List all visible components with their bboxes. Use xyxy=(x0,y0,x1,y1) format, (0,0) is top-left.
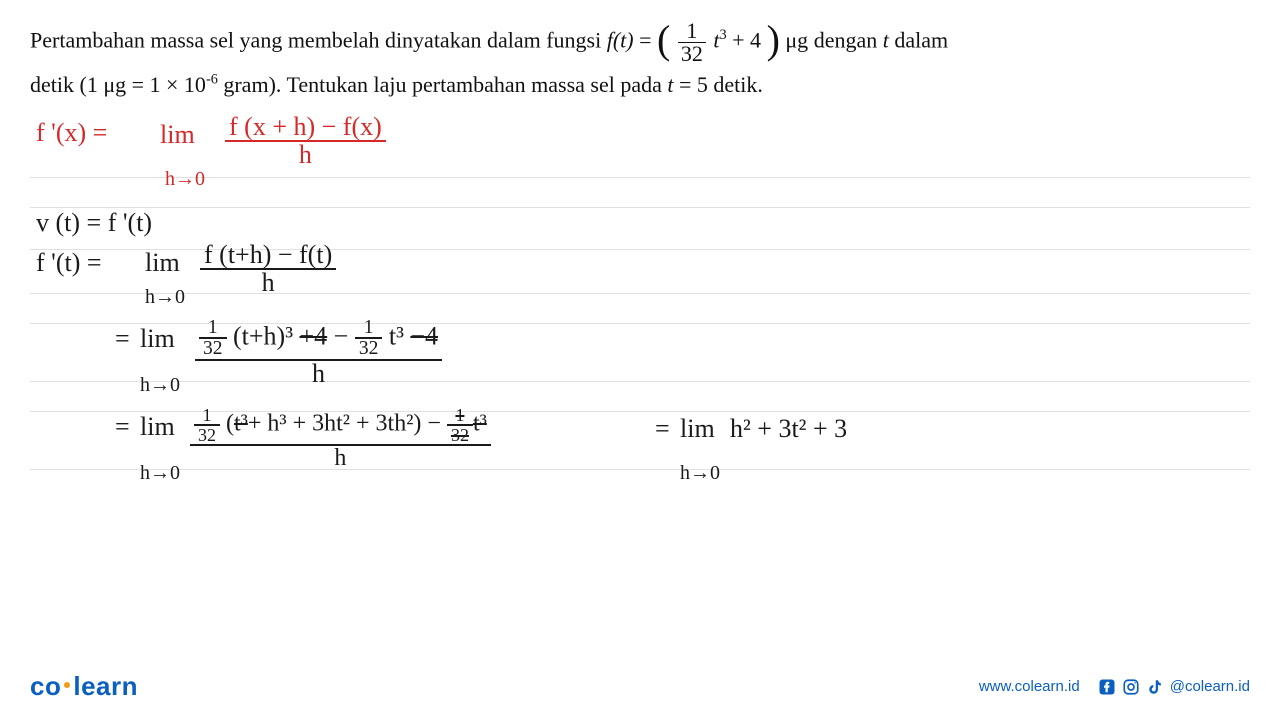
problem-text-1: Pertambahan massa sel yang membelah diny… xyxy=(30,28,607,53)
deriv-def-lhs: f '(x) = xyxy=(36,118,107,148)
exp-3: 3 xyxy=(719,27,726,43)
text-dalam: dalam xyxy=(894,28,948,53)
worksheet-row-5: = lim 132 (t³+ h³ + 3ht² + 3th²) − 132t³… xyxy=(30,412,1250,470)
footer: colearn www.colearn.id @colearn.id xyxy=(30,671,1250,702)
paren-open: ( xyxy=(657,17,670,62)
expand-frac-4: 132 (t+h)³ +4 − 132 t³ −4 h xyxy=(195,318,442,387)
eq-5: = xyxy=(115,412,130,442)
equals: = xyxy=(639,28,657,53)
unit-ug: μg xyxy=(785,28,808,53)
fprime-t-lhs: f '(t) = xyxy=(36,248,102,278)
instagram-icon xyxy=(1122,678,1140,696)
footer-url: www.colearn.id xyxy=(979,678,1080,695)
eq-4: = xyxy=(115,324,130,354)
worksheet-row-5b: h→0 h→0 xyxy=(30,470,1250,500)
coef4-den: 32 xyxy=(447,426,473,444)
worksheet-row-1b: h→0 xyxy=(30,178,1250,208)
deriv-def-num: f (x + h) − f(x) xyxy=(225,114,386,142)
worksheet-row-4: = lim 132 (t+h)³ +4 − 132 t³ −4 h xyxy=(30,324,1250,382)
frac-num: 1 xyxy=(678,20,706,43)
expansion-terms: + h³ + 3ht² + 3th²) − xyxy=(248,410,447,436)
minus: − xyxy=(334,321,355,350)
lim-sub-1: h→0 xyxy=(165,168,205,191)
coef3-den: 32 xyxy=(194,426,220,444)
lim-text-1: lim xyxy=(160,122,195,148)
social-icons: @colearn.id xyxy=(1098,678,1250,696)
text-dengan: dengan xyxy=(814,28,883,53)
deriv-def-den: h xyxy=(225,142,386,168)
fprime-t-den: h xyxy=(200,270,336,296)
fraction-coef: 1 32 xyxy=(678,20,706,65)
paren-close: ) xyxy=(767,17,780,62)
lim-5: lim xyxy=(680,414,715,444)
worksheet-row-3: f '(t) = lim f (t+h) − f(t)h xyxy=(30,250,1250,294)
expand-frac-5: 132 (t³+ h³ + 3ht² + 3th²) − 132t³ h xyxy=(190,406,491,470)
fprime-t-num: f (t+h) − f(t) xyxy=(200,242,336,270)
coef2-num: 1 xyxy=(355,318,383,340)
expand-den-5: h xyxy=(190,446,491,470)
frac-den: 32 xyxy=(678,43,706,65)
lim-2: lim xyxy=(145,248,180,278)
coef3-num: 1 xyxy=(194,406,220,426)
line2-c: = 5 detik. xyxy=(679,72,763,97)
worksheet-area: f '(x) = lim f (x + h) − f(x)h h→0 v (t)… xyxy=(30,120,1250,500)
strike-plus4: +4 xyxy=(300,321,328,350)
strike-minus4: −4 xyxy=(410,321,438,350)
plus-4: + 4 xyxy=(732,28,761,53)
brand-co: co xyxy=(30,671,61,701)
var-t: t xyxy=(883,28,889,53)
lim-sub-4: h→0 xyxy=(140,462,180,485)
lim-4: lim xyxy=(140,412,175,442)
coef2-den: 32 xyxy=(355,339,383,359)
fprime-t-frac: f (t+h) − f(t)h xyxy=(200,242,336,296)
brand-logo: colearn xyxy=(30,671,138,702)
paren-a: ( xyxy=(226,410,234,436)
expand-num-4: 132 (t+h)³ +4 − 132 t³ −4 xyxy=(195,318,442,361)
result-expr: h² + 3t² + 3 xyxy=(730,414,847,444)
deriv-def-frac: f (x + h) − f(x)h xyxy=(225,114,386,168)
line2-b: gram). Tentukan laju pertambahan massa s… xyxy=(223,72,667,97)
coef1-num: 1 xyxy=(199,318,227,340)
lim-3: lim xyxy=(140,324,175,354)
line2-exp: -6 xyxy=(206,72,218,88)
lim-sub-2: h→0 xyxy=(145,286,185,309)
fn-name: f(t) xyxy=(607,28,634,53)
brand-dot-icon xyxy=(64,682,70,688)
eq-5b: = xyxy=(655,414,670,444)
facebook-icon xyxy=(1098,678,1116,696)
strike-t3-a: t³ xyxy=(234,410,248,436)
tiktok-icon xyxy=(1146,678,1164,696)
v-eq-fprime: v (t) = f '(t) xyxy=(36,208,152,238)
footer-handle: @colearn.id xyxy=(1170,678,1250,695)
lim-sub-3: h→0 xyxy=(140,374,180,397)
footer-right: www.colearn.id @colearn.id xyxy=(979,678,1250,696)
cube-term: (t+h)³ xyxy=(233,321,300,350)
line2-t: t xyxy=(667,72,673,97)
lim-sub-5: h→0 xyxy=(680,462,720,485)
lim-1: lim xyxy=(160,118,195,148)
problem-statement: Pertambahan massa sel yang membelah diny… xyxy=(30,20,1250,105)
worksheet-row-1: f '(x) = lim f (x + h) − f(x)h xyxy=(30,120,1250,178)
line2-a: detik (1 μg = 1 × 10 xyxy=(30,72,206,97)
t3-term: t³ xyxy=(389,321,411,350)
expand-num-5: 132 (t³+ h³ + 3ht² + 3th²) − 132t³ xyxy=(190,406,491,446)
brand-learn: learn xyxy=(73,671,138,701)
strike-t3-b: t³ xyxy=(473,410,487,436)
coef4-num: 1 xyxy=(447,406,473,426)
coef1-den: 32 xyxy=(199,339,227,359)
